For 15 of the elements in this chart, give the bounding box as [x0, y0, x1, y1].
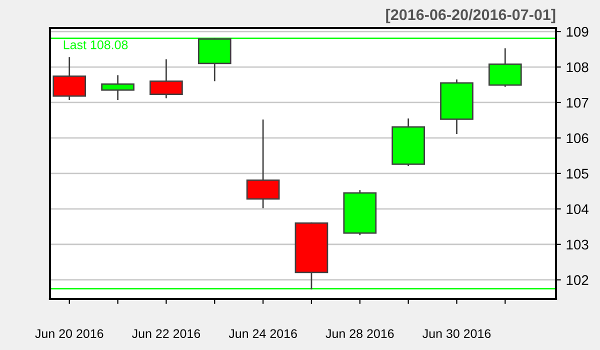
x-tick-label: Jun 30 2016 — [422, 329, 491, 338]
x-tick-label: Jun 28 2016 — [326, 329, 394, 338]
x-tick-label: Jun 20 2016 — [35, 329, 104, 338]
y-tick-label: 102 — [566, 275, 588, 286]
y-tick-label: 107 — [566, 98, 588, 108]
y-tick-label: 104 — [566, 204, 588, 214]
ref-line-label: Last 108.08 — [64, 40, 128, 50]
chart-title: [2016-06-20/2016-07-01] — [386, 8, 556, 24]
y-tick-label: 103 — [566, 240, 588, 250]
y-tick-label: 109 — [566, 26, 588, 37]
x-tick-label: Jun 24 2016 — [228, 329, 297, 338]
y-tick-label: 108 — [566, 62, 588, 72]
x-tick-label: Jun 22 2016 — [132, 329, 200, 338]
y-tick-label: 105 — [566, 168, 588, 179]
y-tick-label: 106 — [566, 133, 588, 144]
